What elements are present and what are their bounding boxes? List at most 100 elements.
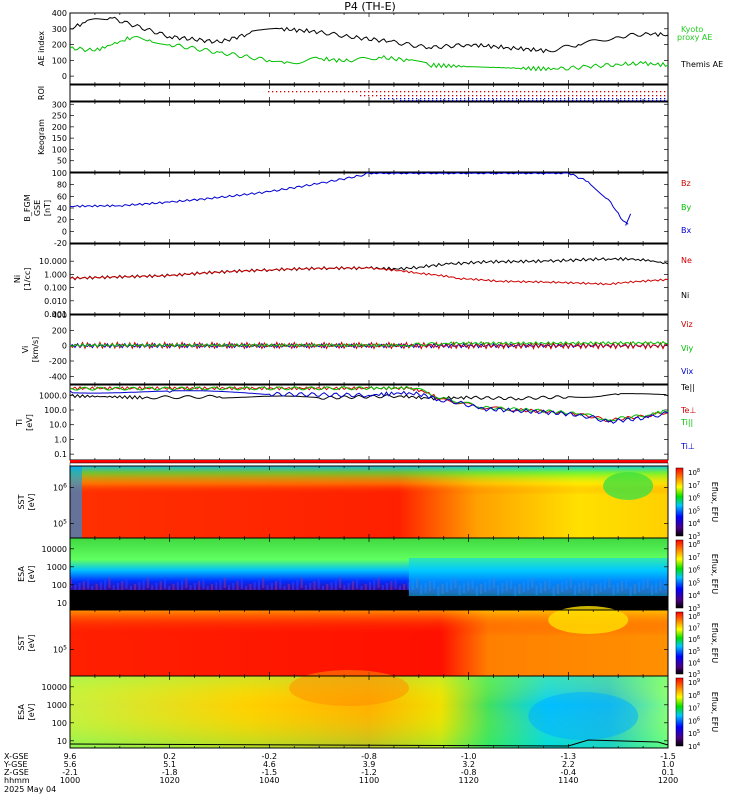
legend-viz: Viz <box>681 320 693 329</box>
te-par-series <box>69 393 669 401</box>
roi-dot <box>608 100 610 102</box>
ae-ytick: 100 <box>52 56 67 65</box>
ae-series-black <box>69 16 669 54</box>
temperature-ytick: 0.1 <box>54 450 67 459</box>
roi-dot <box>504 95 506 97</box>
footer-tick: 1020 <box>159 776 179 785</box>
colorbar-tick: 105 <box>688 729 700 738</box>
velocity-frame <box>69 314 669 385</box>
legend-bz: Bz <box>681 179 691 188</box>
bx-spike <box>625 213 632 226</box>
velocity-ylabel2: [km/s] <box>31 337 40 363</box>
roi-dot <box>612 91 614 93</box>
temperature-ylabel2: [eV] <box>25 414 34 431</box>
roi-dot <box>392 91 394 93</box>
ae-frame <box>69 12 669 85</box>
esa-ion-streak <box>292 582 295 592</box>
velocity-ytick: 0 <box>62 342 67 351</box>
legend-vix: Vix <box>681 367 694 376</box>
esa-ion-streak <box>257 580 260 590</box>
roi-dot <box>536 91 538 93</box>
roi-dot <box>284 91 286 93</box>
esa-ion-streak <box>104 580 107 590</box>
viy-series <box>69 340 669 348</box>
roi-dot <box>652 91 654 93</box>
roi-dot <box>572 95 574 97</box>
roi-dot <box>520 100 522 102</box>
roi-dot <box>568 95 570 97</box>
esa-ion-streak <box>377 578 380 588</box>
roi-dot <box>340 91 342 93</box>
roi-dot <box>652 100 654 102</box>
roi-dot <box>512 95 514 97</box>
density-ytick: 0.001 <box>44 310 67 319</box>
roi-dot <box>564 98 566 100</box>
roi-dot <box>560 100 562 102</box>
roi-dot <box>576 100 578 102</box>
roi-dot <box>344 91 346 93</box>
roi-dot <box>536 95 538 97</box>
roi-dot <box>556 100 558 102</box>
roi-dot <box>520 98 522 100</box>
footer-row-label: Y-GSE <box>3 760 27 769</box>
roi-dot <box>472 91 474 93</box>
roi-dot <box>660 95 662 97</box>
esa-ion-streak <box>317 579 320 589</box>
roi-dot <box>596 95 598 97</box>
roi-dot <box>556 98 558 100</box>
temperature-frame <box>69 384 669 461</box>
sst_elec-colorbar-label: Eflux, EFU <box>710 623 719 664</box>
roi-dot <box>376 95 378 97</box>
roi-dot <box>600 91 602 93</box>
roi-dot <box>580 95 582 97</box>
roi-dot <box>388 98 390 100</box>
esa-ion-streak <box>142 580 145 590</box>
roi-dot <box>656 95 658 97</box>
roi-dot <box>460 95 462 97</box>
roi-dot <box>588 91 590 93</box>
roi-dot <box>432 98 434 100</box>
footer-tick: -2.1 <box>62 768 78 777</box>
velocity-ytick: -400 <box>49 372 67 381</box>
roi-dot <box>468 100 470 102</box>
footer-tick: 1200 <box>658 776 678 785</box>
footer-tick: -0.4 <box>561 768 577 777</box>
esa-ion-streak <box>313 581 316 591</box>
esa-ion-streak <box>163 579 166 589</box>
footer-tick: 1.0 <box>662 760 675 769</box>
colorbar-tick: 107 <box>688 553 700 562</box>
roi-dot <box>388 91 390 93</box>
colorbar-tick: 107 <box>688 481 700 490</box>
roi-dot <box>580 100 582 102</box>
roi-dot <box>336 91 338 93</box>
footer-tick: -1.5 <box>660 752 676 761</box>
footer-tick: 3.2 <box>462 760 475 769</box>
sst_elec-ytick: 105 <box>53 645 67 655</box>
roi-dot <box>276 91 278 93</box>
roi-dot <box>616 95 618 97</box>
roi-dot <box>396 91 398 93</box>
colorbar-tick: 106 <box>688 494 700 503</box>
roi-dot <box>632 98 634 100</box>
roi-dot <box>448 95 450 97</box>
roi-dot <box>548 95 550 97</box>
roi-dot <box>456 91 458 93</box>
roi-dot <box>396 95 398 97</box>
roi-dot <box>476 95 478 97</box>
roi-dot <box>620 95 622 97</box>
ti-perp-series <box>69 390 669 424</box>
roi-dot <box>416 100 418 102</box>
roi-dot <box>648 100 650 102</box>
roi-dot <box>664 91 666 93</box>
esa_elec-colorbar <box>675 677 684 747</box>
roi-dot <box>348 91 350 93</box>
roi-dot <box>596 91 598 93</box>
roi-dot <box>368 95 370 97</box>
bfgm-ytick: 40 <box>57 204 67 213</box>
roi-dot <box>648 95 650 97</box>
esa-ion-streak <box>330 582 333 592</box>
esa-ion-streak <box>138 582 141 592</box>
roi-dot <box>608 95 610 97</box>
roi-dot <box>452 98 454 100</box>
